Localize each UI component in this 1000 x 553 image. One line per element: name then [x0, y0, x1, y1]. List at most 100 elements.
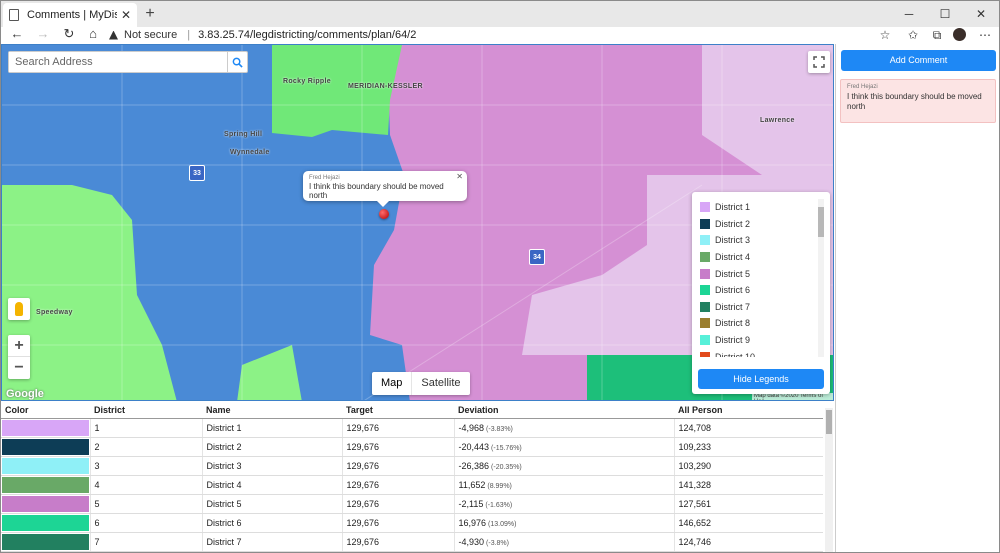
comment-card[interactable]: Fred Hejazi I think this boundary should… — [840, 79, 996, 123]
color-cell — [1, 551, 90, 552]
back-icon[interactable]: ← — [10, 26, 24, 41]
deviation-cell: -4,968 (-3.83%) — [453, 418, 674, 438]
favorite-star-icon[interactable]: ☆ — [879, 28, 891, 42]
legend-swatch — [700, 335, 710, 346]
add-comment-button[interactable]: Add Comment — [841, 50, 996, 71]
district-color-swatch — [2, 457, 89, 474]
name-cell — [201, 551, 342, 552]
hide-legends-button[interactable]: Hide Legends — [698, 369, 824, 389]
color-cell — [1, 532, 90, 552]
name-cell: District 6 — [201, 513, 342, 533]
info-window-text: I think this boundary should be moved no… — [309, 182, 444, 200]
search-icon — [232, 57, 243, 68]
column-header-all-person[interactable]: All Person — [674, 402, 823, 419]
table-body: 1 District 1 129,676 -4,968 (-3.83%) 124,708 2… — [1, 418, 823, 552]
all-person-cell: 124,708 — [673, 418, 823, 438]
legend-label: District 9 — [715, 335, 751, 346]
district-zone-green-south — [237, 345, 302, 400]
address-bar[interactable]: Not secure | 3.83.25.74/legdistricting/c… — [109, 27, 869, 43]
district-color-swatch — [2, 476, 89, 493]
new-tab-icon[interactable]: + — [145, 5, 155, 22]
home-icon[interactable]: ⌂ — [89, 26, 97, 41]
comments-sidebar: Add Comment Fred Hejazi I think this bou… — [835, 44, 999, 552]
column-header-color[interactable]: Color — [1, 402, 90, 419]
tab-title: Comments | MyDistricting — [27, 9, 117, 21]
column-header-name[interactable]: Name — [202, 402, 342, 419]
browser-tab[interactable]: Comments | MyDistricting ✕ — [3, 3, 137, 27]
map-type-map-button[interactable]: Map — [381, 377, 403, 389]
zoom-control: + − — [8, 335, 30, 379]
legend-label: District 5 — [715, 268, 751, 279]
target-cell: 129,676 — [341, 456, 454, 476]
window-close-icon[interactable]: ✕ — [975, 7, 987, 21]
minimize-icon[interactable]: ─ — [904, 7, 914, 21]
deviation-value: 11,652 — [458, 479, 486, 490]
favorites-icon[interactable]: ✩ — [907, 28, 919, 42]
column-header-deviation[interactable]: Deviation — [454, 402, 674, 419]
name-cell: District 2 — [201, 437, 342, 457]
table-row[interactable]: 7 District 7 129,676 -4,930 (-3.8%) 124,746 — [1, 532, 823, 552]
search-input[interactable] — [9, 52, 227, 72]
legend-item: District 6 — [700, 282, 816, 299]
color-cell — [1, 437, 90, 457]
district-map[interactable]: Rocky Ripple MERIDIAN-KESSLER Spring Hil… — [1, 44, 834, 401]
deviation-value: -20,443 — [458, 441, 490, 452]
district-zone-green-north — [272, 45, 402, 137]
legend-item: District 9 — [700, 332, 816, 349]
table-scrollbar[interactable] — [825, 408, 833, 552]
legend-swatch — [700, 318, 710, 329]
zoom-out-button[interactable]: − — [14, 359, 24, 376]
district-color-swatch — [2, 514, 89, 531]
map-type-satellite-button[interactable]: Satellite — [411, 372, 469, 395]
deviation-value: -4,968 — [458, 422, 485, 433]
table-row[interactable]: 2 District 2 129,676 -20,443 (-15.76%) 109,23… — [1, 437, 823, 457]
deviation-percent: (-3.83%) — [486, 425, 513, 433]
name-cell: District 1 — [201, 418, 342, 438]
column-header-district[interactable]: District — [90, 402, 202, 419]
color-cell — [1, 475, 90, 495]
deviation-cell: -2,115 (-1.63%) — [453, 494, 674, 514]
info-window-author: Fred Hejazi — [309, 175, 340, 181]
legend-scrollbar[interactable] — [818, 199, 824, 357]
more-menu-icon[interactable]: ⋯ — [979, 28, 991, 42]
search-button[interactable] — [227, 52, 247, 72]
legend-label: District 2 — [715, 218, 751, 229]
all-person-cell — [673, 551, 823, 552]
zoom-in-button[interactable]: + — [8, 335, 30, 357]
pegman-icon — [15, 302, 23, 316]
table-row[interactable]: 1 District 1 129,676 -4,968 (-3.83%) 124,708 — [1, 418, 823, 438]
maximize-icon[interactable]: ☐ — [939, 7, 951, 21]
profile-avatar[interactable] — [953, 28, 966, 41]
info-window-close-icon[interactable]: ✕ — [456, 172, 463, 181]
comment-marker[interactable] — [379, 209, 389, 219]
table-row[interactable]: 3 District 3 129,676 -26,386 (-20.35%) 103,29… — [1, 456, 823, 476]
forward-icon[interactable]: → — [36, 26, 50, 41]
color-cell — [1, 513, 90, 533]
deviation-cell: 11,652 (8.99%) — [453, 475, 674, 495]
deviation-value: -4,930 — [458, 536, 485, 547]
column-header-target[interactable]: Target — [342, 402, 454, 419]
highway-shield: 34 — [529, 249, 545, 265]
legend-scroll-thumb[interactable] — [818, 207, 824, 237]
legend-swatch — [700, 301, 710, 312]
street-view-pegman[interactable] — [8, 298, 30, 320]
deviation-value: -2,115 — [458, 498, 484, 509]
table-row[interactable] — [1, 551, 823, 552]
legend-swatch — [700, 268, 710, 279]
legend-item: District 4 — [700, 249, 816, 266]
deviation-percent: (-15.76%) — [491, 444, 522, 452]
tab-close-icon[interactable]: ✕ — [120, 8, 131, 22]
table-scroll-thumb[interactable] — [826, 410, 832, 434]
refresh-icon[interactable]: ↻ — [63, 26, 75, 41]
table-row[interactable]: 5 District 5 129,676 -2,115 (-1.63%) 127,561 — [1, 494, 823, 514]
district-cell: 7 — [89, 532, 202, 552]
address-bar-row: ← → ↻ ⌂ Not secure | 3.83.25.74/legdistr… — [1, 27, 999, 43]
collections-icon[interactable]: ⧉ — [932, 28, 942, 42]
legend-list[interactable]: District 1 District 2 District 3 District 4… — [700, 199, 816, 357]
address-separator: | — [187, 29, 191, 41]
table-row[interactable]: 4 District 4 129,676 11,652 (8.99%) 141,328 — [1, 475, 823, 495]
fullscreen-button[interactable] — [808, 51, 830, 73]
table-row[interactable]: 6 District 6 129,676 16,976 (13.09%) 146,652 — [1, 513, 823, 533]
legend-item: District 10 — [700, 348, 816, 357]
